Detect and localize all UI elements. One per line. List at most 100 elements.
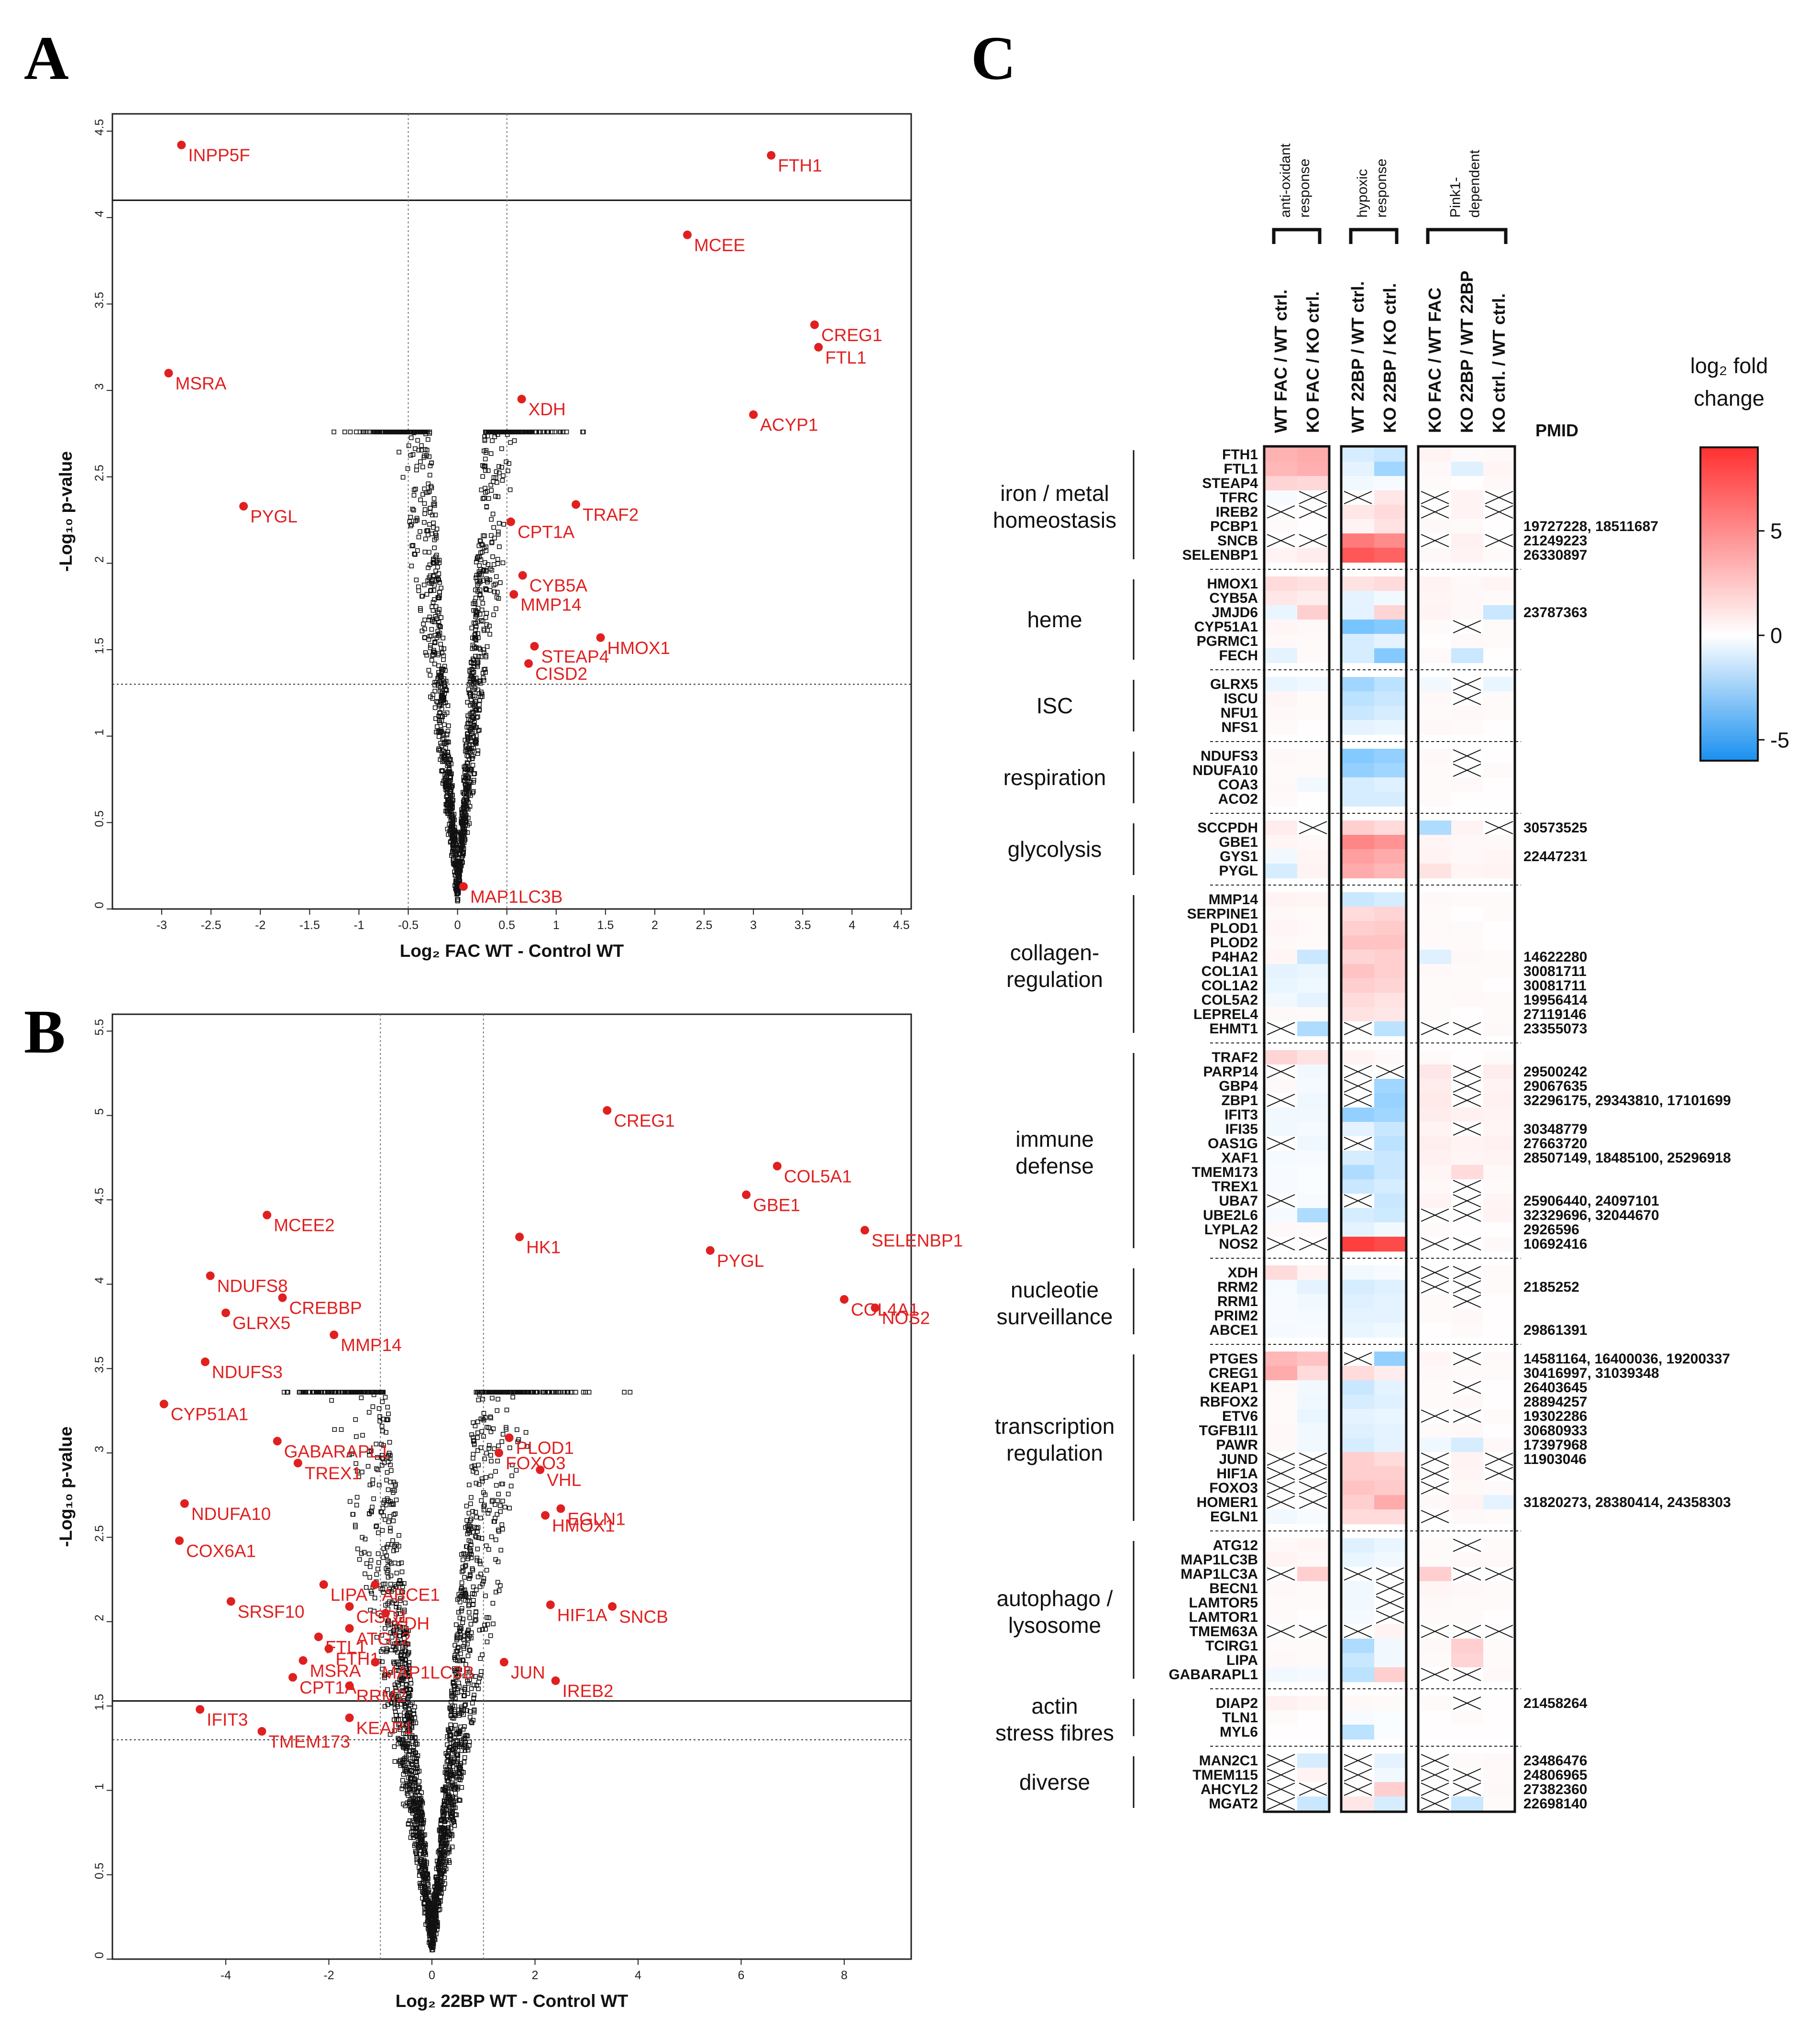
heatmap-cell — [1374, 1208, 1406, 1223]
background-point — [464, 760, 470, 765]
heatmap-cell — [1483, 935, 1515, 950]
heatmap-cell — [1374, 921, 1406, 936]
background-point — [336, 1390, 341, 1395]
gene-label: IREB2 — [1216, 504, 1258, 520]
background-point — [353, 1523, 358, 1528]
background-point — [370, 1481, 375, 1486]
background-point — [400, 1675, 405, 1680]
heatmap-cell — [1297, 921, 1329, 936]
heatmap-cell — [1265, 519, 1297, 534]
background-point — [628, 1390, 633, 1395]
background-point — [478, 557, 484, 562]
background-point — [429, 460, 434, 465]
background-point — [478, 681, 483, 686]
background-point — [430, 512, 435, 518]
heatmap-cell — [1451, 476, 1483, 491]
background-point — [483, 1593, 488, 1598]
background-point — [481, 1504, 486, 1509]
heatmap-cell — [1342, 1323, 1374, 1338]
background-point — [426, 668, 431, 673]
heatmap-cell — [1483, 1007, 1515, 1022]
background-point — [423, 650, 428, 655]
background-point — [392, 1759, 397, 1764]
highlight-label: EGLN1 — [567, 1509, 625, 1529]
background-point — [439, 727, 443, 732]
heatmap-cell — [1265, 1538, 1297, 1553]
background-point — [394, 1547, 399, 1552]
heatmap-cell — [1419, 519, 1451, 534]
background-point — [507, 1506, 512, 1511]
missing-value-cross — [1344, 1352, 1372, 1365]
background-point — [419, 443, 424, 448]
background-point — [430, 604, 434, 610]
background-point — [448, 793, 453, 798]
background-point — [455, 1786, 460, 1792]
category-label: nucleotie — [1011, 1277, 1099, 1302]
highlight-point — [175, 1536, 184, 1545]
background-point — [408, 1687, 413, 1693]
background-point — [404, 1630, 409, 1636]
heatmap-cell — [1483, 720, 1515, 735]
gene-label: LEPREL4 — [1193, 1007, 1258, 1022]
background-point — [385, 1405, 390, 1410]
column-group-label: anti-oxidant — [1278, 143, 1293, 218]
gene-label: DIAP2 — [1216, 1696, 1258, 1711]
heatmap-cell — [1374, 591, 1406, 606]
background-point — [429, 627, 434, 632]
heatmap-cell — [1342, 1495, 1374, 1510]
background-point — [479, 608, 485, 612]
background-point — [461, 1727, 466, 1732]
heatmap-cell — [1342, 950, 1374, 964]
background-point — [463, 1564, 468, 1569]
missing-value-cross — [1421, 1783, 1449, 1796]
heatmap-cell — [1265, 1222, 1297, 1237]
heatmap-cell — [1483, 1079, 1515, 1094]
background-point — [486, 1446, 491, 1451]
heatmap-cell — [1483, 1710, 1515, 1725]
heatmap-cell — [1451, 490, 1483, 505]
heatmap-cell — [1374, 1222, 1406, 1237]
background-point — [393, 1483, 398, 1488]
gene-label: LYPLA2 — [1204, 1222, 1258, 1238]
background-point — [419, 1835, 424, 1840]
heatmap-cell — [1374, 1768, 1406, 1783]
heatmap-cell — [1374, 1323, 1406, 1338]
background-point — [479, 488, 484, 492]
heatmap-cell — [1265, 792, 1297, 807]
heatmap-cell — [1419, 1495, 1451, 1510]
background-point — [401, 1731, 406, 1736]
gene-label: IFI35 — [1225, 1121, 1258, 1137]
heatmap-cell — [1451, 1395, 1483, 1409]
background-point — [412, 1843, 417, 1848]
background-point — [468, 697, 474, 702]
background-point — [442, 753, 448, 758]
heatmap-cell — [1374, 1366, 1406, 1381]
background-point — [483, 490, 488, 495]
heatmap-cell — [1342, 849, 1374, 864]
missing-value-cross — [1421, 491, 1449, 504]
background-point — [489, 429, 494, 434]
background-point — [431, 653, 436, 657]
background-point — [469, 1686, 474, 1691]
background-point — [453, 864, 458, 870]
heatmap-cell — [1342, 476, 1374, 491]
missing-value-cross — [1299, 1237, 1327, 1251]
background-point — [485, 1640, 490, 1644]
heatmap-cell — [1297, 1165, 1329, 1180]
background-point — [397, 1578, 402, 1584]
background-point — [436, 670, 441, 675]
missing-value-cross — [1267, 1567, 1295, 1581]
heatmap-cell — [1342, 505, 1374, 520]
category-label: glycolysis — [1008, 837, 1102, 862]
heatmap-cell — [1297, 1151, 1329, 1165]
background-point — [473, 654, 478, 659]
highlight-point — [536, 1465, 545, 1474]
background-point — [450, 1715, 455, 1720]
background-point — [388, 1573, 394, 1578]
background-point — [396, 1736, 400, 1741]
background-point — [448, 826, 453, 831]
background-point — [474, 707, 479, 712]
background-point — [442, 1853, 448, 1858]
background-point — [408, 435, 414, 440]
background-point — [475, 751, 480, 756]
